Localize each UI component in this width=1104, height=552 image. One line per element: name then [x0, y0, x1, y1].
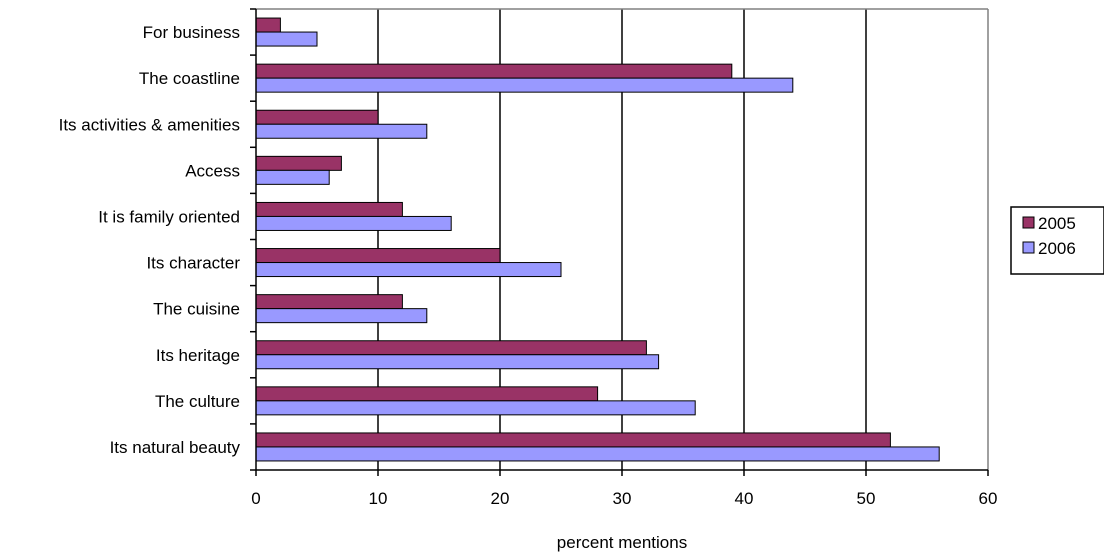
category-label: Access	[185, 161, 240, 180]
bar-2006-2	[255, 123, 428, 139]
legend: 2005 2006	[1010, 206, 1104, 275]
category-label: The coastline	[139, 69, 240, 88]
bar-2006-8	[255, 400, 696, 416]
bar-2006-7	[255, 354, 660, 370]
category-label: The cuisine	[153, 300, 240, 319]
category-label: For business	[143, 23, 240, 42]
bar-2005-6	[255, 294, 403, 310]
bar-2006-0	[255, 31, 318, 47]
bar-2006-4	[255, 215, 452, 231]
bar-2006-5	[255, 262, 562, 278]
x-axis: 0 10 20 30 40 50 60	[251, 470, 997, 508]
bar-2005-0	[255, 17, 281, 33]
category-label: It is family oriented	[98, 207, 240, 226]
legend-swatch-2005	[1022, 216, 1035, 229]
x-axis-title: percent mentions	[557, 533, 687, 552]
bar-2005-4	[255, 201, 403, 217]
bar-2005-5	[255, 248, 501, 264]
bar-2006-6	[255, 308, 428, 324]
legend-label: 2006	[1038, 239, 1076, 258]
x-tick-label: 0	[251, 489, 260, 508]
category-label: Its character	[146, 254, 240, 273]
bar-2005-8	[255, 386, 599, 402]
x-tick-label: 20	[491, 489, 510, 508]
x-tick-label: 30	[613, 489, 632, 508]
category-label: Its heritage	[156, 346, 240, 365]
bar-2005-9	[255, 432, 891, 448]
x-tick-label: 40	[735, 489, 754, 508]
bar-2006-1	[255, 77, 794, 93]
bar-2005-1	[255, 63, 733, 79]
bar-2005-7	[255, 340, 647, 356]
category-label: Its activities & amenities	[59, 115, 240, 134]
category-label: Its natural beauty	[110, 438, 241, 457]
bar-2005-2	[255, 109, 379, 125]
y-axis: For business The coastline Its activities …	[59, 8, 256, 471]
legend-swatch-2006	[1022, 241, 1035, 254]
bar-2006-9	[255, 446, 940, 462]
x-tick-label: 60	[979, 489, 998, 508]
x-tick-label: 50	[857, 489, 876, 508]
bar-2005-3	[255, 155, 342, 171]
category-label: The culture	[155, 392, 240, 411]
bar-2006-3	[255, 169, 330, 185]
x-tick-label: 10	[369, 489, 388, 508]
legend-label: 2005	[1038, 214, 1076, 233]
bars	[255, 17, 940, 462]
